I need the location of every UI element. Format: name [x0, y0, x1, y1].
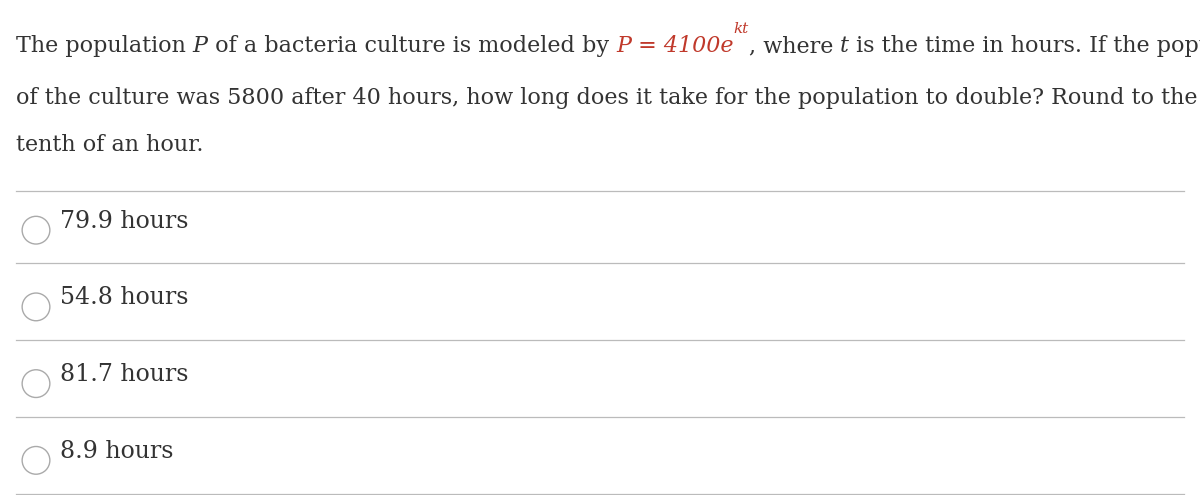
Text: 8.9 hours: 8.9 hours [60, 440, 174, 463]
Text: of a bacteria culture is modeled by: of a bacteria culture is modeled by [208, 35, 616, 57]
Text: 81.7 hours: 81.7 hours [60, 363, 188, 386]
Text: 54.8 hours: 54.8 hours [60, 287, 188, 309]
Text: 79.9 hours: 79.9 hours [60, 210, 188, 233]
Text: , where: , where [749, 35, 840, 57]
Text: t: t [840, 35, 850, 57]
Text: P: P [192, 35, 208, 57]
Text: is the time in hours. If the population: is the time in hours. If the population [850, 35, 1200, 57]
Text: The population: The population [16, 35, 192, 57]
Text: tenth of an hour.: tenth of an hour. [16, 134, 203, 156]
Text: kt: kt [733, 22, 749, 36]
Text: P = 4100e: P = 4100e [616, 35, 733, 57]
Text: of the culture was 5800 after 40 hours, how long does it take for the population: of the culture was 5800 after 40 hours, … [16, 87, 1200, 109]
